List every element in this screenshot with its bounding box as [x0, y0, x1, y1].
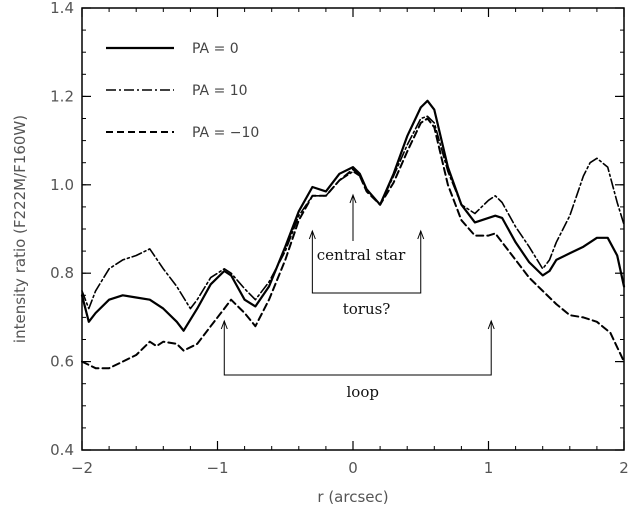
y-tick-label: 0.6	[50, 353, 74, 371]
y-tick-label: 1.2	[50, 87, 74, 105]
y-tick-label: 0.8	[50, 264, 74, 282]
x-tick-label: 0	[348, 459, 358, 477]
series-lines	[80, 99, 626, 370]
loop-arrowhead-left	[220, 319, 228, 330]
torus-arrowhead-right	[417, 229, 425, 240]
legend-label-1: PA = 0	[192, 41, 239, 57]
annotations: central star torus? loop	[220, 193, 495, 401]
y-tick-label: 1.0	[50, 176, 74, 194]
x-tick-label: 1	[484, 459, 494, 477]
legend: PA = 0 PA = 10 PA = −10	[106, 41, 259, 141]
torus-bracket	[311, 231, 422, 294]
legend-label-3: PA = −10	[192, 125, 259, 141]
legend-label-2: PA = 10	[192, 83, 248, 99]
x-tick-label: −2	[71, 459, 93, 477]
central-star-arrowhead	[349, 193, 357, 204]
loop-arrowhead-right	[487, 319, 495, 330]
x-axis-title: r (arcsec)	[317, 488, 388, 506]
x-tick-label: −1	[206, 459, 228, 477]
x-tick-label: 2	[619, 459, 629, 477]
axis-ticks: −2 −1 0 1 2 0.4 0.6 0.8 1.0 1.2 1.4	[50, 0, 629, 477]
central-star-label: central star	[317, 246, 406, 264]
loop-bracket	[223, 321, 492, 376]
y-axis-title: intensity ratio (F222M/F160W)	[11, 115, 29, 343]
series-line-3	[81, 117, 625, 370]
y-tick-label: 1.4	[50, 0, 74, 17]
loop-label: loop	[347, 383, 379, 401]
y-tick-label: 0.4	[50, 441, 74, 459]
torus-label: torus?	[343, 300, 391, 318]
torus-arrowhead-left	[308, 229, 316, 240]
